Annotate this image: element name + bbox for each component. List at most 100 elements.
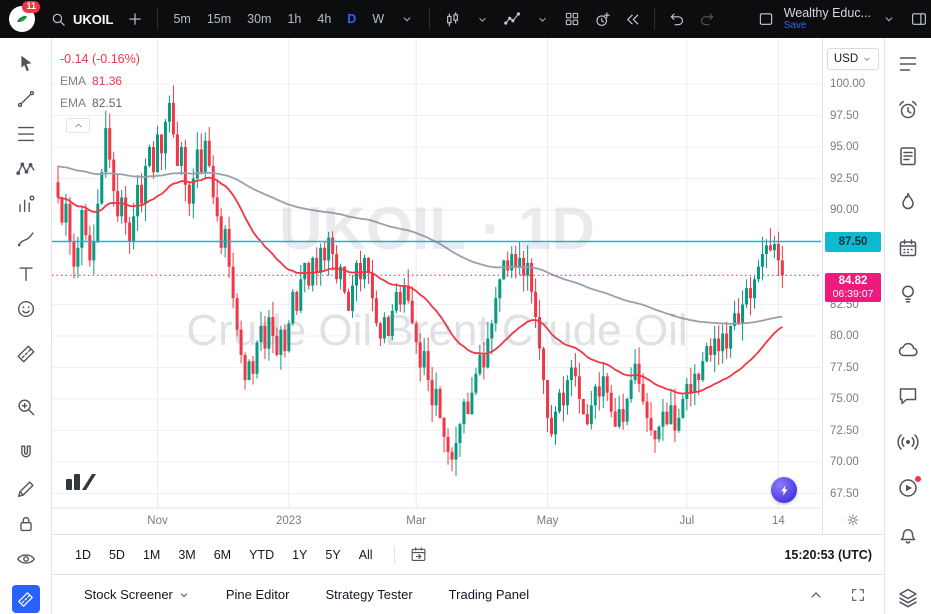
calendar-panel-button[interactable] <box>894 234 922 262</box>
chevron-down-icon <box>403 17 411 22</box>
price-axis[interactable]: USD 87.50 84.82 06:39:07 100.00 97.50 95.0… <box>822 38 884 534</box>
price-label-90.00: 90.00 <box>830 204 859 216</box>
range-toolbar: 1D 5D 1M 3M 6M YTD 1Y 5Y All 15:20:53 (UTC) <box>52 534 884 574</box>
expand-icon <box>852 588 864 601</box>
utc-clock[interactable]: 15:20:53 (UTC) <box>784 547 872 562</box>
tab-stock-screener[interactable]: Stock Screener <box>84 587 190 602</box>
range-1y-button[interactable]: 1Y <box>285 544 314 566</box>
price-chart[interactable]: Nov 2023 Mar May Jul 14 <box>52 38 821 534</box>
lock-tool-button[interactable] <box>12 510 40 538</box>
range-3m-button[interactable]: 3M <box>171 544 202 566</box>
emoji-tool-button[interactable] <box>12 295 40 323</box>
forecast-tool-button[interactable] <box>12 190 40 218</box>
create-alert-button[interactable] <box>588 5 616 33</box>
tradingview-watermark-logo[interactable] <box>66 474 96 490</box>
indicator-ema-fast[interactable]: EMA 81.36 <box>60 74 123 88</box>
timeframe-5m-button[interactable]: 5m <box>166 8 197 30</box>
hotlists-panel-button[interactable] <box>894 188 922 216</box>
tab-trading-panel[interactable]: Trading Panel <box>449 587 529 602</box>
notifications-panel-button[interactable] <box>894 520 922 548</box>
range-ytd-button[interactable]: YTD <box>242 544 281 566</box>
ideas-icon <box>902 285 914 303</box>
time-label-May: May <box>537 515 559 527</box>
chart-pane[interactable]: UKOIL · 1D Crude Oil Brent Crude Oil Nov… <box>52 38 822 534</box>
indicators-chevron[interactable] <box>528 5 556 33</box>
tabs-group: Stock Screener Pine Editor Strategy Tester… <box>84 587 529 602</box>
magnet-tool-button[interactable] <box>12 440 40 468</box>
legend-collapse-button[interactable] <box>66 118 90 133</box>
minds-panel-button[interactable] <box>894 336 922 364</box>
redo-button[interactable] <box>693 5 721 33</box>
grid-layout-icon <box>565 12 579 26</box>
user-menu-button[interactable]: 11 <box>6 1 40 34</box>
magnet-icon <box>20 445 31 458</box>
timeframe-1h-button[interactable]: 1h <box>280 8 308 30</box>
candles-icon <box>446 11 458 26</box>
streams-panel-button[interactable] <box>894 428 922 456</box>
brush-tool-button[interactable] <box>12 225 40 253</box>
active-measure-tool-button[interactable] <box>11 585 40 613</box>
tab-label: Pine Editor <box>225 587 290 602</box>
range-5y-button[interactable]: 5Y <box>318 544 347 566</box>
chart-style-button[interactable] <box>438 5 466 33</box>
layout-grid-button[interactable] <box>558 5 586 33</box>
trend-line-tool-button[interactable] <box>12 85 40 113</box>
eye-tool-button[interactable] <box>12 545 40 573</box>
chart-legend: -0.14 (-0.16%) EMA 81.36 EMA 82.51 <box>60 48 140 133</box>
tab-pine-editor[interactable]: Pine Editor <box>226 587 290 602</box>
videos-panel-button[interactable] <box>894 474 922 502</box>
chat-panel-button[interactable] <box>894 382 922 410</box>
chevron-up-icon <box>811 591 821 598</box>
undo-button[interactable] <box>663 5 691 33</box>
symbol-search-button[interactable]: UKOIL <box>44 5 119 33</box>
currency-label: USD <box>833 53 859 65</box>
layout-menu-chevron[interactable] <box>875 5 903 33</box>
alerts-panel-button[interactable] <box>894 96 922 124</box>
fib-retracement-tool-button[interactable] <box>12 120 40 148</box>
edit-tool-button[interactable] <box>12 475 40 503</box>
trend-line-icon <box>17 90 34 108</box>
price-label-70.00: 70.00 <box>830 456 859 468</box>
text-tool-button[interactable] <box>12 260 40 288</box>
range-1d-button[interactable]: 1D <box>68 544 98 566</box>
timeframe-30m-button[interactable]: 30m <box>240 8 278 30</box>
indicator-ema-slow[interactable]: EMA 82.51 <box>60 96 123 110</box>
price-label-95.00: 95.00 <box>830 141 859 153</box>
go-to-date-button[interactable] <box>409 545 428 564</box>
cursor-tool-button[interactable] <box>12 50 40 78</box>
timeframe-15m-button[interactable]: 15m <box>200 8 238 30</box>
assistant-bubble-button[interactable] <box>771 477 797 503</box>
price-label-72.50: 72.50 <box>830 424 859 437</box>
panel-collapse-button[interactable] <box>802 581 830 609</box>
timeframe-w-button[interactable]: W <box>365 8 391 30</box>
replay-rewind-icon <box>626 14 638 24</box>
range-all-button[interactable]: All <box>352 544 380 566</box>
time-label-Nov: Nov <box>147 515 168 527</box>
news-panel-button[interactable] <box>894 142 922 170</box>
zoom-in-tool-button[interactable] <box>12 393 40 421</box>
bar-replay-button[interactable] <box>618 5 646 33</box>
panel-toggle-button[interactable] <box>905 5 931 33</box>
range-5d-button[interactable]: 5D <box>102 544 132 566</box>
tab-strategy-tester[interactable]: Strategy Tester <box>325 587 412 602</box>
axis-settings-button[interactable] <box>845 512 861 528</box>
pattern-tool-button[interactable] <box>12 155 40 183</box>
object-tree-panel-button[interactable] <box>894 584 922 612</box>
panel-maximize-button[interactable] <box>844 581 872 609</box>
currency-dropdown[interactable]: USD <box>827 48 879 70</box>
range-6m-button[interactable]: 6M <box>207 544 238 566</box>
layout-title[interactable]: Wealthy Educ... <box>783 6 871 21</box>
range-1m-button[interactable]: 1M <box>136 544 167 566</box>
measure-icon <box>18 591 33 607</box>
add-compare-symbol-button[interactable] <box>121 5 149 33</box>
indicators-button[interactable] <box>498 5 526 33</box>
measure-tool-button[interactable] <box>12 340 40 368</box>
timeframe-menu-chevron[interactable] <box>393 5 421 33</box>
ideas-panel-button[interactable] <box>894 280 922 308</box>
timeframe-4h-button[interactable]: 4h <box>310 8 338 30</box>
layout-template-icon-button[interactable] <box>752 5 780 33</box>
chart-style-chevron[interactable] <box>468 5 496 33</box>
watchlist-panel-button[interactable] <box>894 50 922 78</box>
timeframe-d-button[interactable]: D <box>340 8 363 30</box>
save-layout-button[interactable]: Save <box>783 20 807 32</box>
